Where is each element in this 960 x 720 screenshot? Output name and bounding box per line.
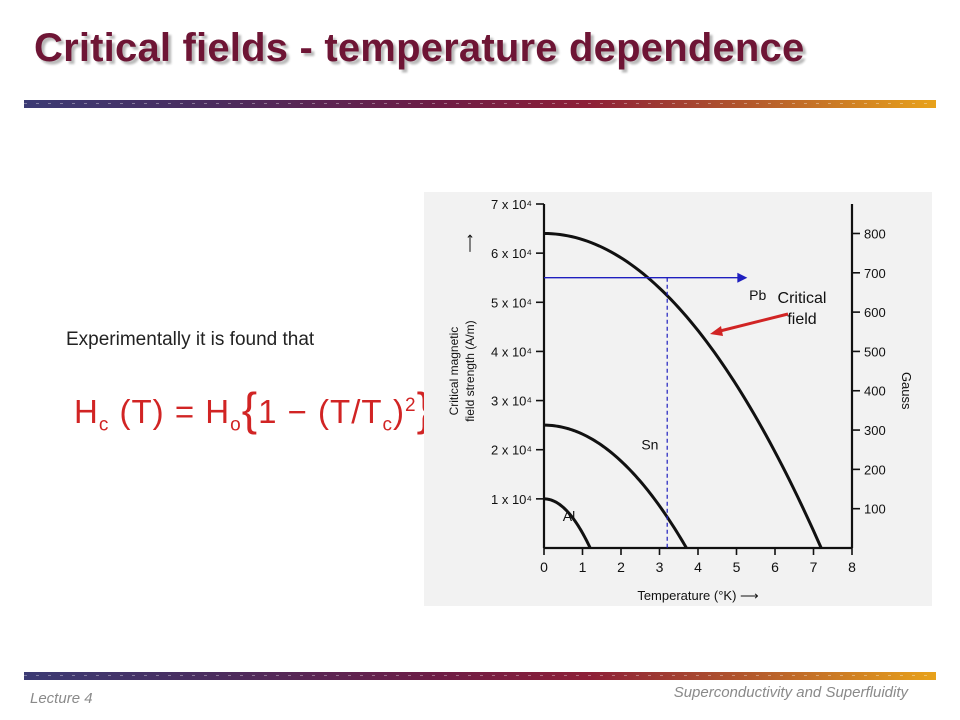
footer-lecture: Lecture 4 <box>30 690 93 707</box>
y2-tick-label: 300 <box>864 423 886 438</box>
formula-paren-close: ) <box>393 393 406 430</box>
x-tick-label: 7 <box>810 559 818 575</box>
annotation-arrow <box>715 312 789 334</box>
x-tick-label: 3 <box>656 559 664 575</box>
formula-power: 2 <box>405 395 417 416</box>
curve-pb <box>543 231 823 549</box>
y-axis-arrow: ⟶ <box>462 234 477 253</box>
x-tick-label: 0 <box>540 559 548 575</box>
formula-lhs-h: H <box>74 393 99 430</box>
y2-tick-label: 700 <box>864 266 886 281</box>
formula-rhs-sub: o <box>230 414 242 436</box>
y2-tick-label: 200 <box>864 462 886 477</box>
footer-course: Superconductivity and Superfluidity <box>673 684 908 701</box>
x-tick-label: 6 <box>771 559 779 575</box>
annotation-line-2: field <box>787 311 816 328</box>
slide-title: Critical fields - temperature dependence <box>34 26 805 70</box>
y2-axis-label: Gauss <box>899 372 914 410</box>
formula-one-minus: 1 − <box>258 393 319 430</box>
annotation-arrowhead <box>710 326 723 336</box>
critical-field-chart: 0 1 2 3 4 5 6 7 8 1 x 10⁴ 2 x 10⁴ 3 x 10⁴ 4 x 10⁴ 5 x… <box>447 197 914 603</box>
x-tick-label: 2 <box>617 559 625 575</box>
x-tick-label: 4 <box>694 559 702 575</box>
series-label-pb: Pb <box>749 287 766 303</box>
y-tick-label: 5 x 10⁴ <box>491 295 532 310</box>
y-axis-label-line: Critical magnetic <box>447 327 461 416</box>
footer-divider <box>24 672 936 680</box>
y-axis-label-line: field strength (A/m) <box>463 320 477 421</box>
y-tick-label: 6 x 10⁴ <box>491 246 532 261</box>
y-tick-label: 1 x 10⁴ <box>491 492 532 507</box>
intro-text: Experimentally it is found that <box>66 329 315 350</box>
y2-tick-label: 500 <box>864 344 886 359</box>
series-label-sn: Sn <box>641 437 658 453</box>
guide-arrowhead <box>737 272 748 283</box>
x-tick-label: 5 <box>733 559 741 575</box>
curve-al <box>543 497 592 549</box>
y-tick-label: 2 x 10⁴ <box>491 443 532 458</box>
x-tick-label: 1 <box>579 559 587 575</box>
y2-tick-label: 600 <box>864 305 886 320</box>
formula-brace-open: { <box>241 383 259 435</box>
x-axis-label: Temperature (°K) ⟶ <box>637 588 758 603</box>
y-tick-label: 4 x 10⁴ <box>491 344 532 359</box>
y2-tick-label: 400 <box>864 384 886 399</box>
y2-tick-label: 100 <box>864 502 886 517</box>
formula-equals: = <box>174 393 196 430</box>
critical-field-formula: Hc (T) = Ho{1 − (T/Tc)2} <box>74 380 433 437</box>
curve-sn <box>543 423 688 549</box>
y-tick-label: 7 x 10⁴ <box>491 197 532 212</box>
y2-tick-label: 800 <box>864 226 886 241</box>
formula-lhs-arg: (T) <box>119 393 165 430</box>
annotation-line-1: Critical <box>778 290 827 307</box>
formula-rhs-h: H <box>205 393 231 430</box>
formula-paren-sub: c <box>382 414 394 436</box>
y-tick-label: 3 x 10⁴ <box>491 394 532 409</box>
x-tick-label: 8 <box>848 559 856 575</box>
chart-panel: 0 1 2 3 4 5 6 7 8 1 x 10⁴ 2 x 10⁴ 3 x 10⁴ 4 x 10⁴ 5 x… <box>424 192 932 606</box>
title-divider <box>24 100 936 108</box>
formula-paren-t: (T/T <box>318 393 383 430</box>
series-label-al: Al <box>563 508 575 524</box>
formula-lhs-sub: c <box>98 414 110 436</box>
